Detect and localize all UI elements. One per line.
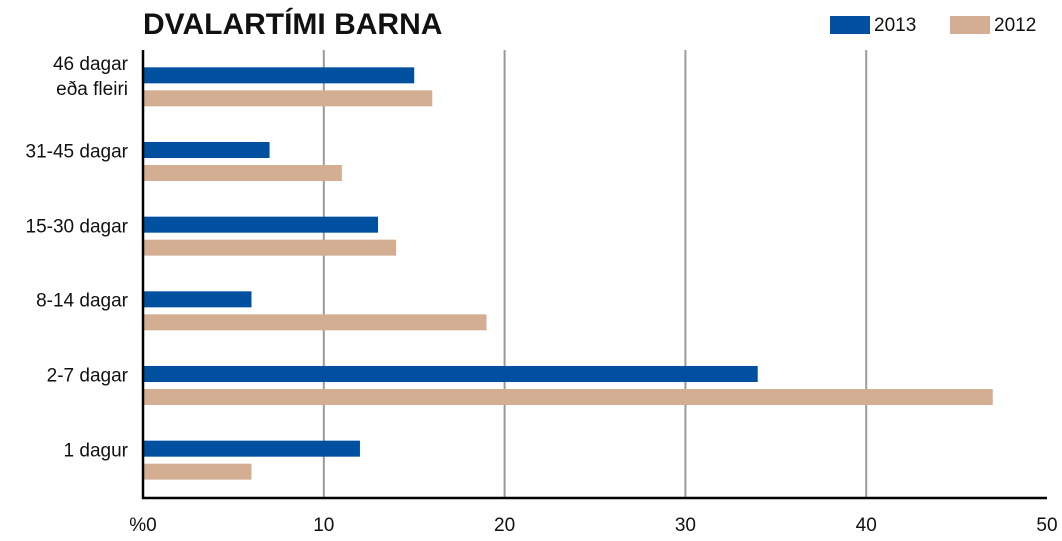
y-tick-label: 2-7 dagar (46, 365, 128, 387)
bar (143, 389, 993, 405)
y-tick-label: 8-14 dagar (36, 290, 128, 312)
bar (143, 142, 270, 158)
legend-label: 2012 (994, 15, 1036, 36)
x-tick-label: 30 (675, 515, 696, 536)
y-tick-label: 1 dagur (63, 440, 128, 462)
bar (143, 67, 415, 84)
bar (143, 440, 360, 457)
bar (143, 216, 379, 233)
y-tick-label: 31-45 dagar (25, 141, 128, 163)
bar (143, 463, 252, 480)
x-tick-label: 40 (856, 515, 877, 536)
bar (143, 165, 342, 181)
chart-title: DVALARTÍMI BARNA (143, 7, 442, 41)
bar (143, 291, 252, 308)
bar (143, 314, 487, 331)
y-tick-label: 15-30 dagar (25, 216, 128, 238)
legend-label: 2013 (874, 15, 916, 36)
x-tick-label: %0 (129, 515, 156, 536)
legend-swatch (950, 16, 990, 34)
x-tick-label: 10 (313, 515, 334, 536)
legend-swatch (830, 16, 870, 34)
bar (143, 366, 758, 382)
bar (143, 239, 397, 256)
y-tick-label: 46 dagar eða fleiri (52, 54, 128, 101)
x-tick-label: 20 (494, 515, 515, 536)
bar (143, 90, 433, 107)
x-tick-label: 50 (1036, 515, 1057, 536)
